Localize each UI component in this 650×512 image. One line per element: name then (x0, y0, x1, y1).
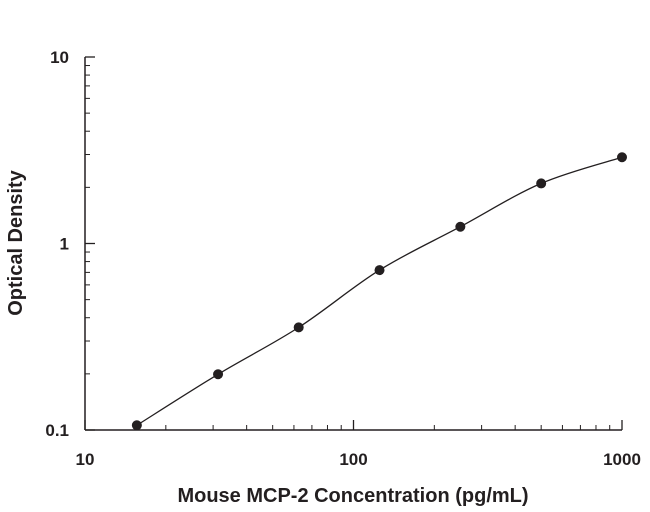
minor-ticks (85, 65, 611, 430)
data-points (131, 152, 627, 431)
data-point (455, 221, 466, 232)
data-point (617, 152, 627, 163)
x-tick-label: 1000 (603, 450, 641, 469)
axes (84, 57, 622, 431)
major-ticks (84, 56, 623, 431)
y-axis-title: Optical Density (5, 169, 27, 315)
y-tick-label: 10 (50, 48, 69, 67)
data-point (536, 178, 547, 189)
fit-curve (136, 156, 623, 426)
data-point (213, 369, 224, 380)
x-axis-title: Mouse MCP-2 Concentration (pg/mL) (177, 485, 528, 507)
data-point (374, 265, 385, 276)
y-tick-label: 1 (60, 235, 69, 254)
data-point (293, 322, 304, 333)
x-tick-label: 100 (339, 450, 367, 469)
tick-labels: 10 100 1000 0.1 1 10 (45, 48, 641, 469)
y-tick-label: 0.1 (45, 421, 69, 440)
x-tick-label: 10 (76, 450, 95, 469)
data-point (131, 420, 142, 431)
